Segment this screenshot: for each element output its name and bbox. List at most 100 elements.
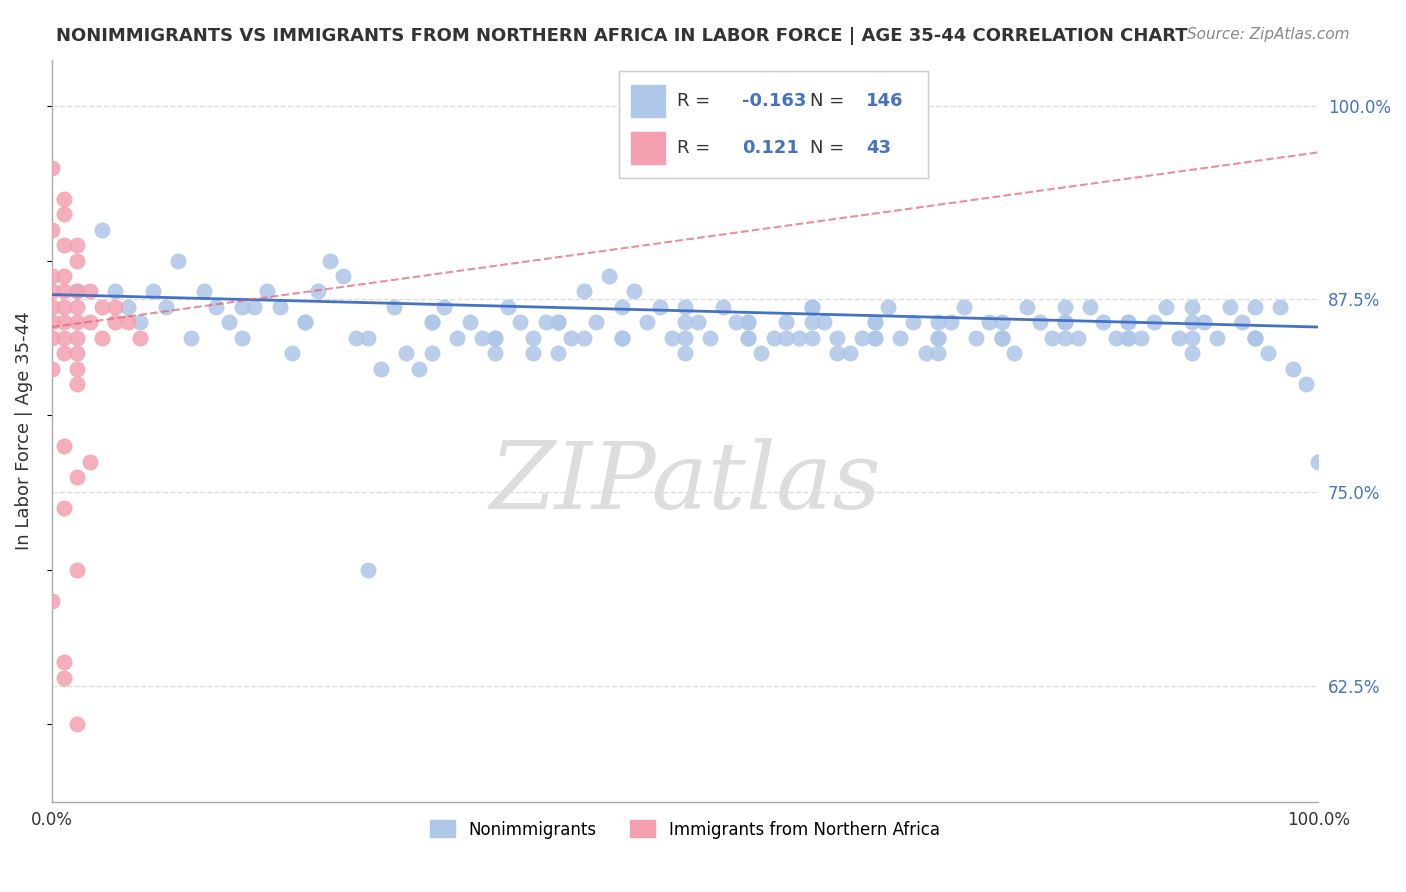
Point (610, 331, 633, 345)
Point (1015, 300, 1038, 314)
Point (41, 268, 63, 283)
Point (990, 331, 1012, 345)
Point (1116, 331, 1139, 345)
Point (1194, 315, 1216, 329)
Point (53, 238, 76, 252)
Point (901, 315, 924, 329)
Point (927, 315, 949, 329)
Point (91, 331, 114, 345)
Point (699, 331, 721, 345)
Point (167, 253, 190, 268)
Point (1053, 315, 1076, 329)
Point (66, 300, 89, 314)
Y-axis label: In Labor Force | Age 35-44: In Labor Force | Age 35-44 (15, 311, 32, 549)
Point (193, 285, 215, 299)
Point (66, 331, 89, 345)
Point (1129, 331, 1152, 345)
Point (1270, 300, 1292, 314)
Point (395, 346, 418, 360)
Point (66, 470, 89, 484)
Point (1104, 331, 1126, 345)
Point (800, 315, 823, 329)
Point (66, 285, 89, 299)
Point (800, 300, 823, 314)
Point (1028, 315, 1050, 329)
Point (775, 315, 797, 329)
Text: R =: R = (678, 93, 717, 111)
Point (155, 300, 177, 314)
Point (547, 315, 569, 329)
Point (41, 285, 63, 299)
Point (420, 346, 443, 360)
Point (939, 315, 962, 329)
Point (876, 300, 898, 314)
Point (41, 222, 63, 236)
Point (53, 439, 76, 453)
FancyBboxPatch shape (631, 132, 665, 164)
Point (104, 300, 127, 314)
Text: 43: 43 (866, 139, 891, 157)
Point (990, 331, 1012, 345)
Point (1040, 331, 1063, 345)
Point (53, 207, 76, 221)
Point (79, 315, 101, 329)
Point (370, 361, 392, 376)
Point (1181, 331, 1204, 345)
Point (547, 346, 569, 360)
Point (53, 285, 76, 299)
Point (269, 300, 291, 314)
Point (737, 331, 759, 345)
FancyBboxPatch shape (631, 86, 665, 118)
Point (1244, 300, 1267, 314)
Point (446, 331, 468, 345)
Point (990, 331, 1012, 345)
Point (66, 377, 89, 392)
Point (927, 331, 949, 345)
Point (205, 300, 228, 314)
Point (1116, 331, 1139, 345)
Point (610, 300, 633, 314)
Point (1257, 346, 1279, 360)
Point (53, 671, 76, 685)
Point (1181, 300, 1204, 314)
Point (294, 315, 316, 329)
Point (1295, 377, 1317, 392)
Point (53, 315, 76, 329)
Point (977, 315, 1000, 329)
Point (41, 331, 63, 345)
Point (41, 161, 63, 175)
Point (560, 331, 582, 345)
Point (889, 331, 911, 345)
Point (484, 346, 506, 360)
Point (509, 315, 531, 329)
Point (180, 331, 202, 345)
Point (53, 192, 76, 206)
Point (724, 315, 747, 329)
Point (522, 331, 544, 345)
Point (737, 315, 759, 329)
Point (1244, 331, 1267, 345)
Point (484, 331, 506, 345)
Point (104, 315, 127, 329)
Text: -0.163: -0.163 (742, 93, 807, 111)
Point (433, 300, 456, 314)
Point (1168, 331, 1191, 345)
Point (53, 346, 76, 360)
Point (1053, 300, 1076, 314)
Point (142, 285, 165, 299)
Point (598, 268, 620, 283)
Point (66, 563, 89, 577)
Point (863, 315, 886, 329)
Point (673, 331, 696, 345)
Point (1282, 361, 1305, 376)
Point (41, 593, 63, 607)
Text: N =: N = (810, 139, 851, 157)
Point (319, 253, 342, 268)
Point (256, 285, 278, 299)
Point (825, 346, 848, 360)
Point (53, 656, 76, 670)
Point (66, 717, 89, 731)
Point (1143, 315, 1166, 329)
Point (1308, 454, 1330, 468)
Point (1116, 315, 1139, 329)
